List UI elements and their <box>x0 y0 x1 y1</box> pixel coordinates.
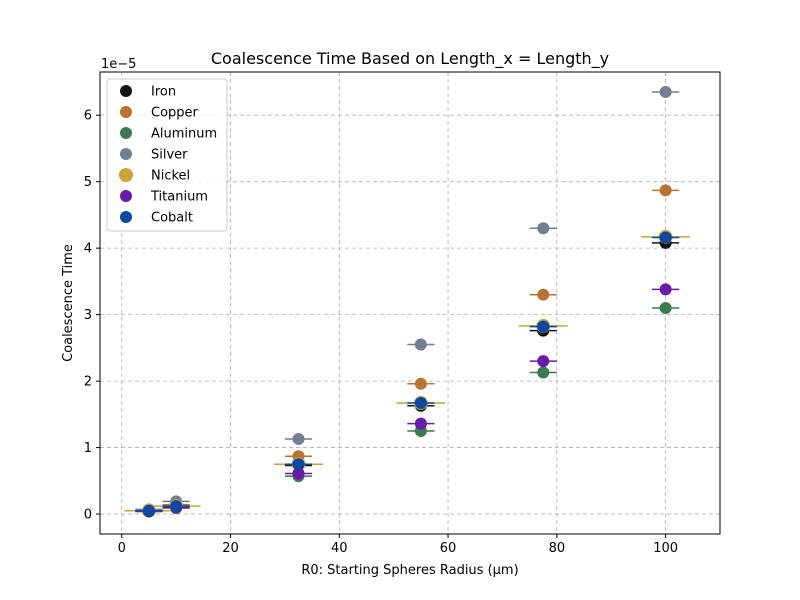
silver-point <box>537 222 550 235</box>
legend-marker-nickel <box>119 168 133 182</box>
chart-title: Coalescence Time Based on Length_x = Len… <box>211 49 609 69</box>
x-tick-label: 100 <box>653 541 678 556</box>
y-axis-offset-label: 1e−5 <box>101 57 136 72</box>
silver-point <box>414 338 427 351</box>
y-tick-label: 0 <box>84 508 92 523</box>
x-tick-label: 80 <box>549 541 566 556</box>
x-axis-label: R0: Starting Spheres Radius (μm) <box>301 563 518 578</box>
x-tick-label: 20 <box>222 541 239 556</box>
legend-marker-copper <box>120 106 132 118</box>
x-tick-label: 0 <box>118 541 126 556</box>
copper-point <box>659 184 672 197</box>
y-tick-label: 1 <box>84 441 92 456</box>
data-layer <box>124 85 691 518</box>
x-tick-label: 60 <box>440 541 457 556</box>
y-axis-label: Coalescence Time <box>61 244 76 362</box>
cobalt-point <box>170 500 183 513</box>
cobalt-point <box>292 458 305 471</box>
legend-label-cobalt: Cobalt <box>151 211 193 226</box>
titanium-point <box>659 283 672 296</box>
y-tick-label: 3 <box>84 308 92 323</box>
y-tick-label: 4 <box>84 242 92 257</box>
aluminum-point <box>659 301 672 314</box>
legend: Iron Copper Aluminum Silver Nickel Titanium Co… <box>106 78 228 232</box>
aluminum-point <box>537 366 550 379</box>
silver-point <box>292 432 305 445</box>
legend-marker-titanium <box>120 190 132 202</box>
legend-label-copper: Copper <box>151 106 199 121</box>
legend-box <box>106 78 228 232</box>
legend-marker-silver <box>120 148 132 160</box>
legend-marker-iron <box>120 85 132 97</box>
legend-label-silver: Silver <box>151 148 188 163</box>
cobalt-point <box>142 504 155 517</box>
cobalt-point <box>414 397 427 410</box>
legend-label-nickel: Nickel <box>151 169 190 184</box>
silver-point <box>659 85 672 98</box>
cobalt-point <box>659 231 672 244</box>
plot-frame <box>99 71 721 535</box>
cobalt-point <box>537 320 550 333</box>
axis-ticks: 0 20 40 60 80 100 0 1 2 3 4 5 6 <box>84 109 678 556</box>
x-tick-label: 40 <box>331 541 348 556</box>
y-tick-label: 2 <box>84 375 92 390</box>
legend-marker-aluminum <box>120 127 132 139</box>
titanium-point <box>292 467 305 480</box>
titanium-point <box>414 417 427 430</box>
legend-label-iron: Iron <box>151 85 176 100</box>
copper-point <box>414 377 427 390</box>
y-tick-label: 5 <box>84 175 92 190</box>
y-tick-label: 6 <box>84 109 92 124</box>
legend-label-titanium: Titanium <box>150 190 208 205</box>
legend-marker-cobalt <box>120 211 132 223</box>
copper-point <box>537 288 550 301</box>
grid <box>100 72 720 534</box>
titanium-point <box>537 355 550 368</box>
legend-label-aluminum: Aluminum <box>151 127 217 142</box>
